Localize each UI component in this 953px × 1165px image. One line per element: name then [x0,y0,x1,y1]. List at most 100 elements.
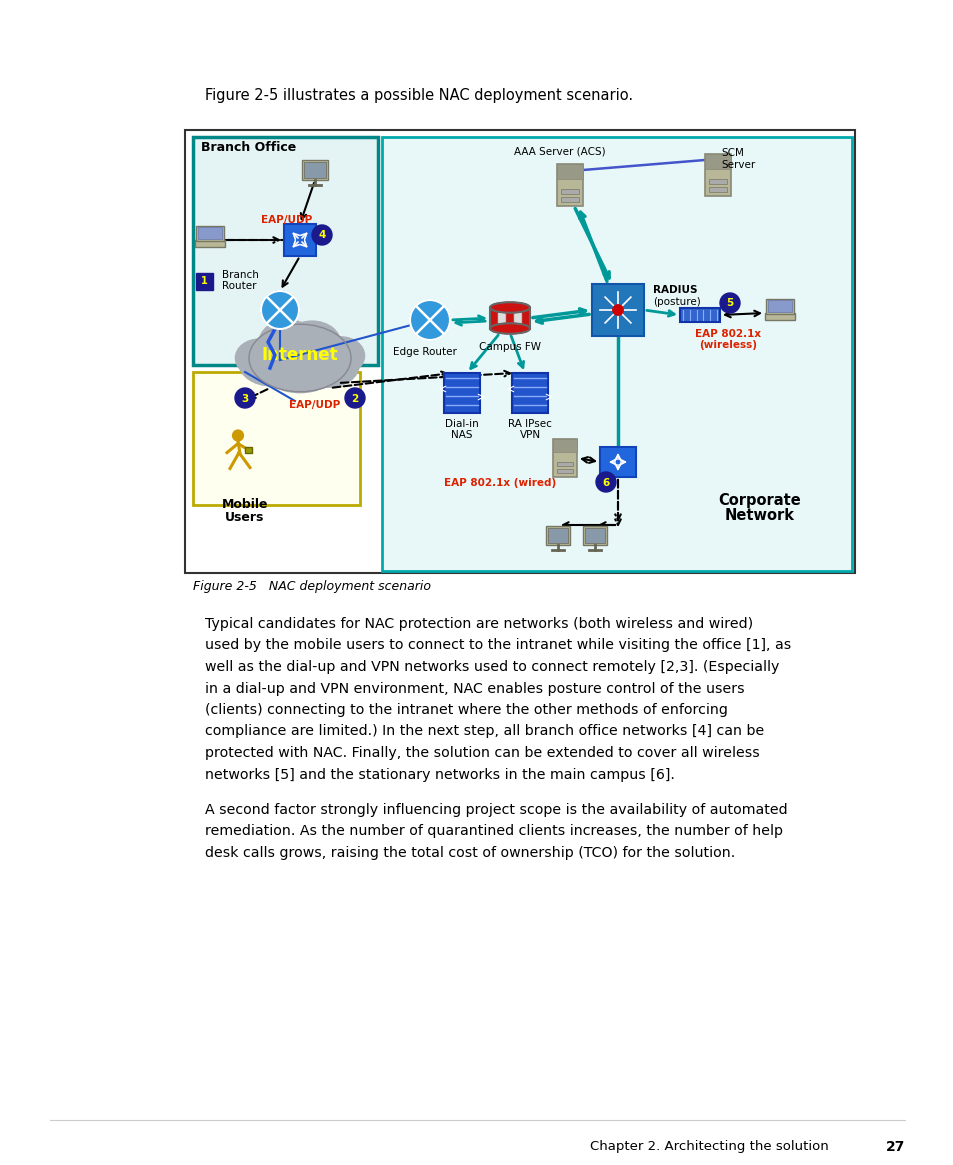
Bar [194,240,225,247]
Ellipse shape [490,302,530,312]
Text: (wireless): (wireless) [699,340,757,350]
Text: compliance are limited.) In the next step, all branch office networks [4] can be: compliance are limited.) In the next ste… [205,725,763,739]
Bar [284,224,315,256]
Text: 5: 5 [725,298,733,309]
Bar [490,308,530,329]
Bar [708,186,726,192]
Bar [302,160,328,181]
Text: in a dial-up and VPN environment, NAC enables posture control of the users: in a dial-up and VPN environment, NAC en… [205,682,744,696]
Circle shape [345,388,365,408]
Bar [556,461,573,466]
Ellipse shape [316,337,364,375]
Bar [764,313,794,320]
Circle shape [234,388,254,408]
Text: Dial-in: Dial-in [445,419,478,429]
Bar [767,301,791,312]
Bar [557,164,582,178]
Bar [381,137,851,571]
Circle shape [312,225,332,245]
Bar [195,273,213,290]
Text: (posture): (posture) [652,297,700,308]
Text: Typical candidates for NAC protection are networks (both wireless and wired): Typical candidates for NAC protection ar… [205,617,752,631]
Text: EAP/UDP: EAP/UDP [289,400,340,410]
Text: Corporate: Corporate [718,493,801,508]
Text: Figure 2-5 illustrates a possible NAC deployment scenario.: Figure 2-5 illustrates a possible NAC de… [205,89,633,103]
Text: Figure 2-5   NAC deployment scenario: Figure 2-5 NAC deployment scenario [193,580,431,593]
Bar [708,179,726,184]
Ellipse shape [259,319,316,365]
Text: A second factor strongly influencing project scope is the availability of automa: A second factor strongly influencing pro… [205,803,787,817]
Ellipse shape [490,323,530,333]
Bar [556,468,573,473]
Bar [512,373,547,414]
Text: Mobile: Mobile [221,497,268,511]
Text: Router: Router [222,281,256,291]
Text: well as the dial-up and VPN networks used to connect remotely [2,3]. (Especially: well as the dial-up and VPN networks use… [205,661,779,675]
Text: Branch: Branch [222,270,258,280]
Bar [704,154,730,196]
Bar [505,308,514,329]
Bar [245,446,252,452]
Text: 6: 6 [601,478,609,487]
Bar [582,525,606,544]
Ellipse shape [297,343,358,387]
Text: AAA Server (ACS): AAA Server (ACS) [514,147,605,157]
Bar [765,299,793,315]
Text: networks [5] and the stationary networks in the main campus [6].: networks [5] and the stationary networks… [205,768,674,782]
Bar [553,439,577,476]
Bar [560,197,578,202]
Bar [599,447,636,476]
Text: Server: Server [720,160,755,170]
Ellipse shape [238,339,304,386]
Text: desk calls grows, raising the total cost of ownership (TCO) for the solution.: desk calls grows, raising the total cost… [205,846,735,860]
Text: RADIUS: RADIUS [652,285,697,295]
Text: used by the mobile users to connect to the intranet while visiting the office [1: used by the mobile users to connect to t… [205,638,790,652]
Text: protected with NAC. Finally, the solution can be extended to cover all wireless: protected with NAC. Finally, the solutio… [205,746,759,760]
Text: Users: Users [225,511,264,524]
Text: Internet: Internet [261,346,338,363]
Text: NAS: NAS [451,430,473,440]
Text: EAP/UDP: EAP/UDP [261,216,313,225]
Bar [193,372,359,504]
Circle shape [410,301,450,340]
Text: EAP 802.1x: EAP 802.1x [694,329,760,339]
Bar [514,308,521,329]
Bar [553,439,577,452]
Bar [193,137,377,365]
Text: remediation. As the number of quarantined clients increases, the number of help: remediation. As the number of quarantine… [205,825,782,839]
Bar [560,189,578,195]
Bar [443,373,479,414]
Bar [490,308,497,329]
Ellipse shape [249,324,351,391]
Circle shape [612,305,622,316]
Text: 27: 27 [884,1141,904,1155]
Ellipse shape [235,339,283,377]
Text: Edge Router: Edge Router [393,347,456,356]
Bar [304,162,326,178]
Bar [185,130,854,573]
Bar [557,164,582,206]
Bar [198,227,222,239]
Bar [584,528,604,543]
Bar [547,528,567,543]
Bar [521,308,530,329]
Circle shape [233,430,243,440]
Text: Branch Office: Branch Office [201,141,296,154]
Text: SCM: SCM [720,148,743,158]
Bar [545,525,569,544]
Text: 1: 1 [200,276,207,285]
Text: Campus FW: Campus FW [478,343,540,352]
Circle shape [720,294,740,313]
Text: 3: 3 [241,394,249,403]
Bar [592,284,643,336]
Bar [497,308,505,329]
Text: RA IPsec: RA IPsec [508,419,552,429]
Text: 2: 2 [351,394,358,403]
Text: Network: Network [724,508,794,523]
Text: VPN: VPN [518,430,540,440]
Bar [679,308,720,322]
Ellipse shape [266,355,334,393]
Text: EAP 802.1x (wired): EAP 802.1x (wired) [443,478,556,488]
Circle shape [261,291,298,329]
Bar [704,154,730,169]
